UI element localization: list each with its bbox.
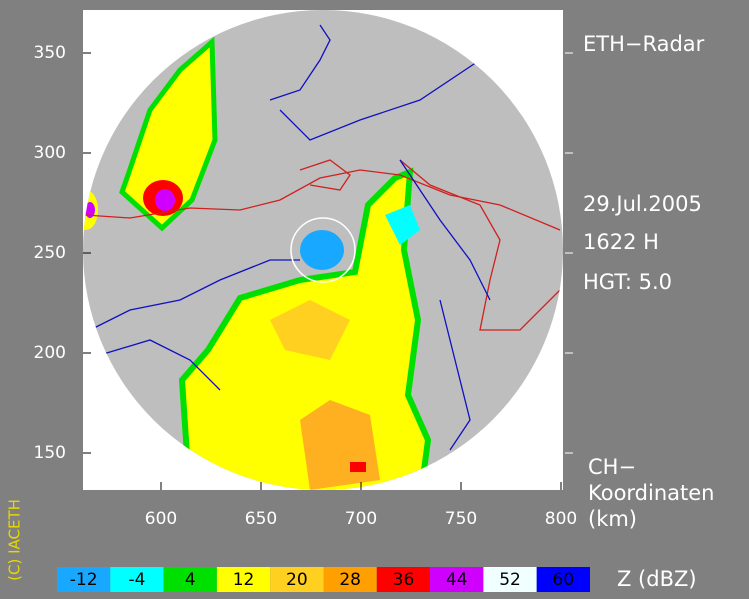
y-tick-label: 350	[34, 43, 66, 63]
echo-red	[350, 462, 366, 472]
legend-label: -12	[70, 570, 98, 590]
echo-orange	[270, 300, 350, 360]
river	[399, 159, 491, 301]
time: 1622 H	[583, 230, 659, 254]
legend-swatch	[57, 567, 111, 592]
y-tick-label: 200	[34, 343, 66, 363]
coords-label: Koordinaten	[588, 481, 715, 505]
x-tick-label: 800	[545, 509, 577, 529]
river	[279, 59, 481, 141]
legend-swatch	[163, 567, 217, 592]
y-tick-label: 250	[34, 243, 66, 263]
x-tick-label: 750	[445, 509, 477, 529]
echo-clutter	[300, 230, 344, 270]
echo-cyan	[385, 205, 420, 245]
legend-swatch	[270, 567, 324, 592]
axes: 600 650 700 750 800 150 200 250 300 350	[34, 43, 578, 529]
x-tick-label: 650	[245, 509, 277, 529]
legend-swatch	[323, 567, 377, 592]
legend-swatch	[376, 567, 431, 592]
legend-label: 60	[553, 570, 575, 590]
legend-label: 36	[393, 570, 415, 590]
border	[399, 159, 561, 331]
y-tick-label: 300	[34, 143, 66, 163]
legend-label: 28	[339, 570, 361, 590]
legend: -12 -4 4 12 20 28 36 44 52 60	[57, 567, 590, 592]
x-tick-label: 600	[145, 509, 177, 529]
x-tick-label: 700	[345, 509, 377, 529]
date: 29.Jul.2005	[583, 192, 702, 216]
title: ETH−Radar	[583, 32, 705, 56]
border	[299, 159, 351, 191]
legend-label: 20	[286, 570, 308, 590]
height: HGT: 5.0	[583, 270, 672, 294]
border	[84, 169, 561, 231]
legend-swatch	[216, 567, 271, 592]
legend-label: 4	[185, 570, 196, 590]
river	[89, 259, 300, 331]
echoes	[83, 24, 561, 490]
echo-magenta	[85, 202, 95, 218]
coords-label: (km)	[588, 507, 637, 531]
radar-map	[83, 10, 563, 490]
legend-swatch	[483, 567, 537, 592]
legend-swatch	[430, 567, 484, 592]
river	[269, 24, 331, 101]
legend-label: 52	[499, 570, 521, 590]
legend-label: 44	[446, 570, 468, 590]
legend-unit: Z (dBZ)	[617, 567, 697, 591]
legend-swatch	[110, 567, 164, 592]
y-tick-label: 150	[34, 443, 66, 463]
radar-site-ring	[290, 217, 356, 283]
legend-swatch	[536, 567, 590, 592]
legend-label: -4	[128, 570, 145, 590]
echo-magenta	[155, 189, 175, 211]
river	[99, 339, 221, 391]
echo-yellow	[119, 36, 218, 232]
coords-label: CH−	[588, 455, 636, 479]
river	[439, 299, 471, 451]
legend-label: 12	[233, 570, 255, 590]
copyright: (C) IACETH	[6, 499, 24, 581]
